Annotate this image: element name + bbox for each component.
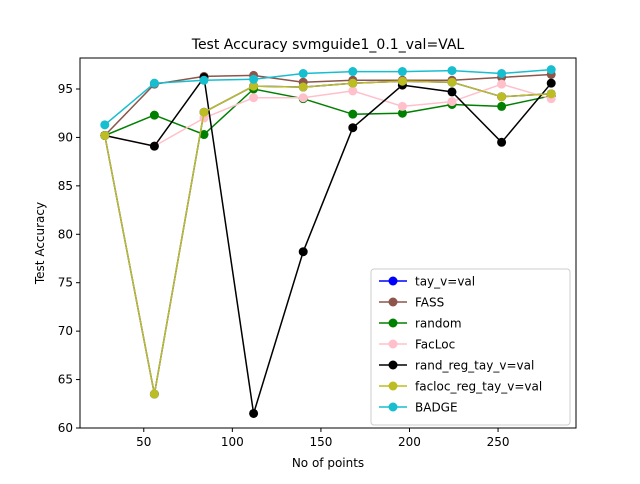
data-point <box>397 67 407 77</box>
legend-item: FacLoc <box>379 338 455 352</box>
x-tick-label: 100 <box>221 435 244 449</box>
legend-marker <box>388 381 398 391</box>
legend-item: random <box>379 317 462 331</box>
series-line <box>104 88 552 137</box>
legend-marker <box>388 402 398 412</box>
y-tick-label: 80 <box>58 227 73 241</box>
data-point <box>149 78 159 88</box>
data-point <box>100 130 110 140</box>
data-point <box>546 78 556 88</box>
legend-marker <box>388 297 398 307</box>
data-point <box>447 77 457 87</box>
plot-area: 50 100 150 200 250 60 65 70 75 80 85 90 95 <box>58 57 577 449</box>
x-tick-label: 150 <box>309 435 332 449</box>
series-line <box>104 68 552 126</box>
data-point <box>348 86 358 96</box>
series-line <box>104 80 552 395</box>
data-point <box>348 67 358 77</box>
y-tick-label: 70 <box>58 324 73 338</box>
data-point <box>298 68 308 78</box>
y-tick-label: 85 <box>58 179 73 193</box>
data-point <box>249 74 259 84</box>
data-point <box>298 82 308 92</box>
data-point <box>497 79 507 89</box>
y-tick-label: 90 <box>58 130 73 144</box>
legend-label: facloc_reg_tay_v=val <box>415 380 542 394</box>
data-point <box>497 68 507 78</box>
data-point <box>249 408 259 418</box>
data-point <box>298 93 308 103</box>
data-point <box>397 101 407 111</box>
data-point <box>447 66 457 76</box>
legend-label: rand_reg_tay_v=val <box>415 359 534 373</box>
legend: tay_v=val FASS random FacLoc rand_reg_tay_v=… <box>370 268 571 426</box>
x-axis-label: No of points <box>292 456 364 470</box>
data-point <box>149 110 159 120</box>
legend-label: BADGE <box>415 401 458 415</box>
data-point <box>348 109 358 119</box>
legend-item: rand_reg_tay_v=val <box>379 359 534 373</box>
data-point <box>397 76 407 86</box>
data-point <box>447 97 457 107</box>
data-point <box>249 81 259 91</box>
data-point <box>497 101 507 111</box>
legend-item: FASS <box>379 296 444 310</box>
legend-label: random <box>415 317 462 331</box>
series-line <box>104 73 552 137</box>
series-line <box>104 83 552 147</box>
y-tick-label: 75 <box>58 276 73 290</box>
data-point <box>497 137 507 147</box>
legend-label: tay_v=val <box>415 275 475 289</box>
series-6 <box>100 65 556 130</box>
legend-marker <box>388 339 398 349</box>
legend-box <box>370 268 571 426</box>
data-point <box>149 141 159 151</box>
data-point <box>199 75 209 85</box>
legend-label: FacLoc <box>415 338 455 352</box>
series-line <box>104 76 552 415</box>
y-tick-label: 95 <box>58 82 73 96</box>
legend-item: tay_v=val <box>379 275 475 289</box>
y-tick-label: 65 <box>58 373 73 387</box>
data-point <box>348 123 358 133</box>
x-tick-label: 50 <box>136 435 151 449</box>
data-point <box>397 108 407 118</box>
legend-item: BADGE <box>379 401 458 415</box>
data-point <box>298 247 308 257</box>
y-axis-label: Test Accuracy <box>33 202 47 285</box>
axes-frame <box>79 57 577 429</box>
data-point <box>199 107 209 117</box>
data-point <box>546 65 556 75</box>
legend-marker <box>388 276 398 286</box>
data-point <box>199 130 209 140</box>
data-point <box>546 89 556 99</box>
x-tick-label: 200 <box>398 435 421 449</box>
legend-marker <box>388 318 398 328</box>
data-point <box>249 93 259 103</box>
data-point <box>447 87 457 97</box>
series-5 <box>100 76 556 399</box>
data-point <box>100 120 110 130</box>
data-point <box>348 78 358 88</box>
legend-marker <box>388 360 398 370</box>
y-tick-label: 60 <box>58 421 73 435</box>
legend-item: facloc_reg_tay_v=val <box>379 380 542 394</box>
data-point <box>497 92 507 102</box>
data-point <box>149 389 159 399</box>
x-tick-label: 250 <box>487 435 510 449</box>
legend-label: FASS <box>415 296 444 310</box>
chart-title: Test Accuracy svmguide1_0.1_val=VAL <box>191 37 465 53</box>
